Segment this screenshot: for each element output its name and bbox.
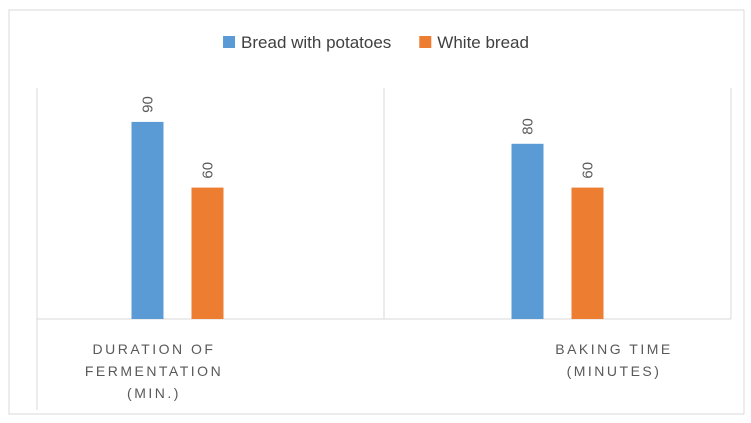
legend-label: Bread with potatoes — [241, 33, 391, 52]
x-tick-label: DURATION OF — [93, 341, 216, 357]
legend-label: White bread — [437, 33, 529, 52]
legend-item: Bread with potatoes — [223, 33, 391, 52]
data-label: 60 — [200, 162, 217, 179]
legend-swatch — [223, 36, 236, 48]
x-tick-label: (MIN.) — [127, 385, 181, 401]
plot-area: 90 60 DURATION OF FERMENTATION (MIN.) 80 60 BAK… — [36, 88, 732, 410]
bar — [511, 143, 544, 319]
data-label: 80 — [520, 118, 537, 135]
x-tick-label: FERMENTATION — [85, 363, 223, 379]
data-label: 90 — [140, 96, 157, 113]
x-tick-label: BAKING TIME — [555, 341, 672, 357]
data-label: 60 — [580, 162, 597, 179]
legend: Bread with potatoes White bread — [223, 33, 529, 52]
x-tick-label: (MINUTES) — [567, 363, 662, 379]
bar — [191, 187, 224, 319]
legend-swatch — [419, 36, 432, 48]
bar — [571, 187, 604, 319]
legend-item: White bread — [419, 33, 529, 52]
bar — [131, 121, 164, 320]
